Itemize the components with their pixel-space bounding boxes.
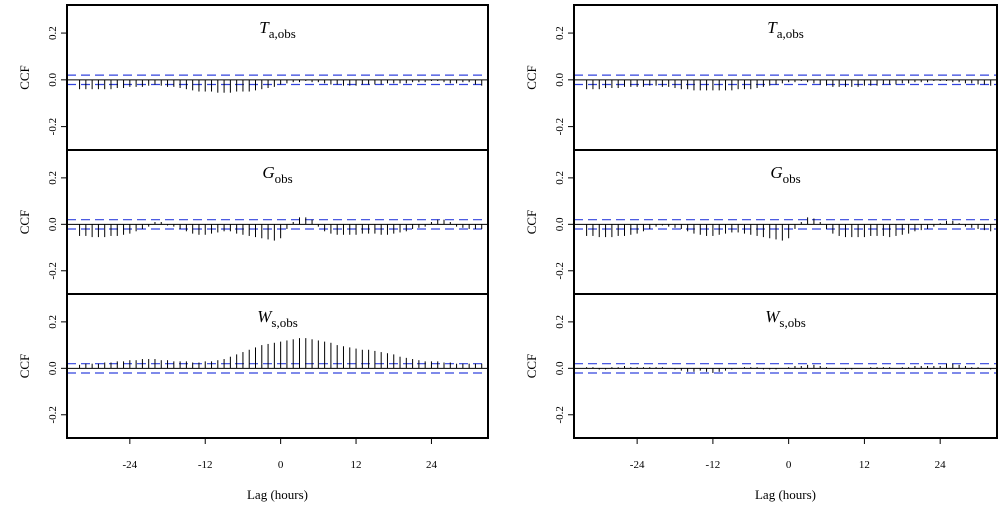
x-tick-label: -24 [630,459,645,471]
x-tick-label: -12 [706,459,721,471]
panel-frame [66,293,489,439]
title-main: T [259,18,270,37]
title-subscript: a,obs [269,26,296,41]
x-tick-label: 24 [935,459,947,471]
y-tick-label: 0.0 [554,217,566,231]
y-tick-label: -0.2 [554,262,566,279]
title-subscript: a,obs [777,26,804,41]
x-tick-label: -12 [198,459,213,471]
y-tick-label: 0.0 [554,361,566,375]
x-tick-label: 0 [786,459,792,471]
panel-title: Ta,obs [767,18,804,41]
title-subscript: s,obs [271,315,297,330]
title-main: W [257,307,273,326]
y-tick-label: -0.2 [47,406,59,423]
x-axis-label: Lag (hours) [755,487,816,502]
title-main: G [770,163,782,182]
y-axis-label: CCF [17,354,32,379]
y-tick-label: 0.2 [47,315,59,329]
y-tick-label: 0.0 [47,217,59,231]
y-axis-label: CCF [524,65,539,90]
y-axis-label: CCF [524,210,539,235]
y-axis-label: CCF [17,65,32,90]
panel-title: Gobs [770,163,800,186]
y-tick-label: 0.2 [47,171,59,185]
panel-title: Ws,obs [257,307,298,330]
y-tick-label: -0.2 [554,406,566,423]
y-tick-label: 0.0 [554,72,566,86]
title-subscript: obs [783,171,801,186]
title-subscript: s,obs [779,315,805,330]
y-axis-label: CCF [524,354,539,379]
x-tick-label: 12 [859,459,870,471]
y-tick-label: 0.2 [554,315,566,329]
title-subscript: obs [275,171,293,186]
y-tick-label: -0.2 [47,118,59,135]
x-tick-label: 12 [351,459,362,471]
title-main: G [262,163,274,182]
title-main: T [767,18,778,37]
y-tick-label: 0.2 [47,26,59,40]
y-tick-label: -0.2 [554,118,566,135]
y-tick-label: -0.2 [47,262,59,279]
x-tick-label: 0 [278,459,284,471]
y-tick-label: 0.0 [47,361,59,375]
y-axis-label: CCF [17,210,32,235]
y-tick-label: 0.2 [554,26,566,40]
y-tick-label: 0.2 [554,171,566,185]
x-tick-label: 24 [426,459,438,471]
x-tick-label: -24 [122,459,137,471]
panel-title: Ta,obs [259,18,296,41]
y-tick-label: 0.0 [47,72,59,86]
title-main: W [765,307,781,326]
panel-title: Gobs [262,163,292,186]
x-axis-label: Lag (hours) [247,487,308,502]
panel-frame [573,293,998,439]
panel-title: Ws,obs [765,307,806,330]
